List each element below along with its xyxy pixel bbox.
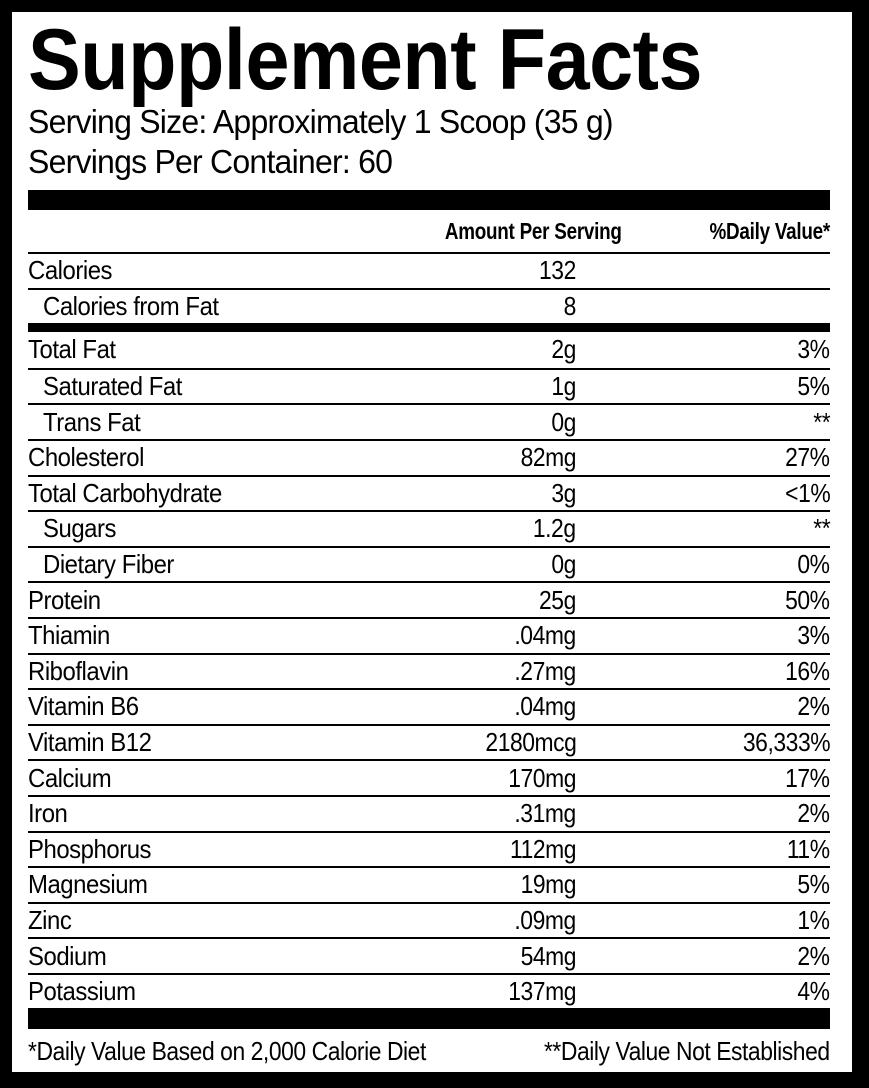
nutrient-daily-value: 2% [797,798,831,829]
nutrient-name: Potassium [28,976,136,1007]
nutrient-daily-value: ** [813,513,830,544]
nutrient-name: Riboflavin [28,655,129,686]
nutrient-amount: 112mg [509,833,577,864]
nutrient-daily-value: ** [813,406,830,437]
nutrient-name: Total Carbohydrate [28,477,222,508]
nutrient-name: Thiamin [28,620,110,651]
table-row-vitamin-b6: Vitamin B6 .04mg 2% [28,688,830,724]
nutrient-daily-value: 50% [785,584,831,615]
nutrient-amount: 2180mcg [484,727,576,758]
nutrient-amount: .04mg [514,620,577,651]
nutrient-name: Zinc [28,904,72,935]
nutrient-name: Phosphorus [28,833,152,864]
nutrient-daily-value: 5% [797,371,831,402]
table-row-sodium: Sodium 54mg 2% [28,937,830,973]
nutrient-name: Trans Fat [43,406,141,437]
nutrient-amount: 19mg [520,869,577,900]
nutrient-name: Cholesterol [28,442,144,473]
column-header-row: Amount Per Serving %Daily Value* [28,210,830,252]
nutrient-amount: .31mg [514,798,577,829]
serving-size: Serving Size: Approximately 1 Scoop (35 … [28,103,614,140]
nutrient-daily-value: 4% [797,976,831,1007]
nutrient-daily-value: 2% [797,940,831,971]
nutrient-daily-value: 1% [797,904,831,935]
nutrient-amount: 0g [551,406,576,437]
nutrient-name: Total Fat [28,334,116,365]
nutrient-amount: .04mg [514,691,577,722]
nutrient-daily-value: 16% [785,655,831,686]
nutrient-daily-value: 3% [797,620,831,651]
table-row-zinc: Zinc .09mg 1% [28,901,831,938]
nutrient-daily-value: 0% [797,549,831,580]
nutrient-daily-value: 11% [787,833,830,864]
table-row-saturated-fat: Saturated Fat 1g 5% [28,367,831,404]
nutrient-amount: 54mg [520,940,577,971]
divider-bar-top [28,190,830,210]
nutrient-amount: 0g [551,549,576,580]
nutrient-amount: 25g [539,584,576,615]
nutrient-name: Sodium [28,940,107,971]
table-row-magnesium: Magnesium 19mg 5% [28,866,830,902]
nutrient-amount: 132 [539,255,576,286]
column-header-daily-value: %Daily Value* [709,217,830,244]
divider-bar-bottom [28,1008,830,1030]
nutrient-amount: .27mg [514,655,577,686]
nutrient-name: Vitamin B12 [28,727,152,758]
nutrient-amount: 1g [551,371,576,402]
nutrient-daily-value: 3% [797,334,831,365]
column-header-amount: Amount Per Serving [444,217,622,244]
table-row-vitamin-b12: Vitamin B12 2180mcg 36,333% [28,723,831,760]
nutrient-name: Saturated Fat [43,371,182,402]
table-row-protein: Protein 25g 50% [28,581,830,617]
table-row-calories-from-fat: Calories from Fat 8 [28,287,830,324]
supplement-facts-panel: Supplement Facts Serving Size: Approxima… [12,12,852,1072]
nutrient-daily-value: 5% [797,869,831,900]
table-row-sugars: Sugars 1.2g ** [28,510,830,546]
nutrient-name: Calories from Fat [43,290,219,321]
table-row-riboflavin: Riboflavin .27mg 16% [28,652,831,689]
nutrient-amount: 137mg [508,976,576,1007]
table-row-total-fat: Total Fat 2g 3% [28,332,830,368]
nutrient-name: Vitamin B6 [28,691,139,722]
nutrient-amount: 3g [551,477,576,508]
nutrient-amount: 82mg [520,442,577,473]
table-row-total-carbohydrate: Total Carbohydrate 3g <1% [28,474,831,511]
nutrient-amount: 2g [551,334,576,365]
table-row-iron: Iron .31mg 2% [28,794,831,831]
nutrient-name: Dietary Fiber [43,549,174,580]
servings-per-container: Servings Per Container: 60 [28,143,393,180]
table-row-dietary-fiber: Dietary Fiber 0g 0% [28,545,831,582]
nutrient-name: Calories [28,255,113,286]
nutrient-name: Protein [28,584,101,615]
nutrient-daily-value: 17% [785,762,831,793]
table-row-trans-fat: Trans Fat 0g ** [28,403,830,439]
table-row-cholesterol: Cholesterol 82mg 27% [28,438,831,475]
nutrient-amount: 1.2g [533,513,576,544]
table-row-thiamin: Thiamin .04mg 3% [28,616,831,653]
nutrient-daily-value: 36,333% [742,727,831,758]
nutrient-amount: 8 [563,290,577,321]
nutrient-daily-value: 27% [785,442,831,473]
divider-bar-middle [28,323,830,333]
table-row-calcium: Calcium 170mg 17% [28,759,830,795]
nutrient-amount: 170mg [508,762,576,793]
table-row-phosphorus: Phosphorus 112mg 11% [28,830,830,867]
table-row-potassium: Potassium 137mg 4% [28,972,831,1009]
nutrient-name: Calcium [28,762,112,793]
nutrient-daily-value: 2% [797,691,831,722]
nutrient-name: Sugars [43,513,117,544]
nutrient-amount: .09mg [514,904,577,935]
nutrient-name: Iron [28,798,68,829]
table-row-calories: Calories 132 [28,252,830,288]
footnote-daily-value: *Daily Value Based on 2,000 Calorie Diet [28,1036,426,1067]
footnote-not-established: **Daily Value Not Established [544,1036,830,1067]
page-title: Supplement Facts [28,12,703,108]
nutrient-name: Magnesium [28,869,148,900]
footnotes: *Daily Value Based on 2,000 Calorie Diet… [28,1036,830,1067]
nutrient-daily-value: <1% [784,477,831,508]
